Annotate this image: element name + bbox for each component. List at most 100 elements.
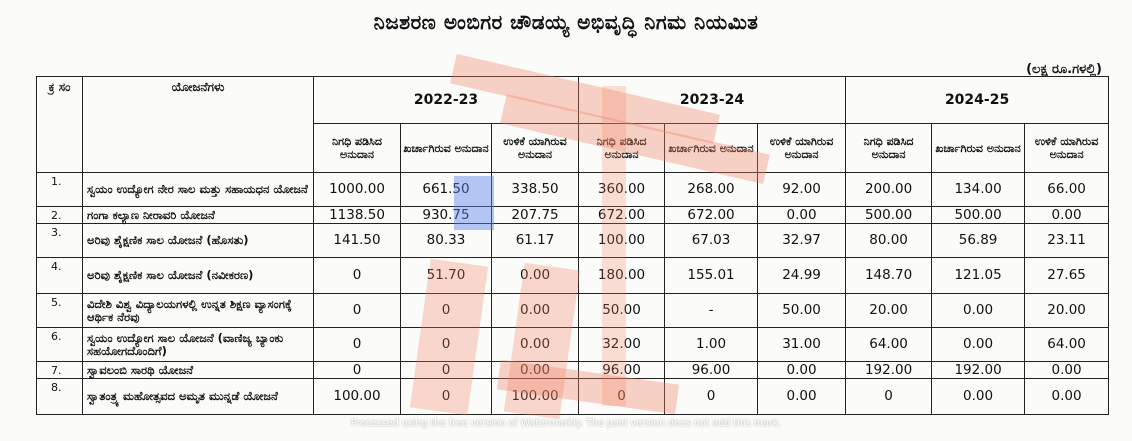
value-cell: 50.00	[578, 293, 666, 328]
value-cell: 1138.50	[313, 206, 401, 224]
value-cell: 338.50	[490, 172, 580, 207]
scheme-cell: ಗಂಗಾ ಕಲ್ಯಾಣ ನೀರಾವರಿ ಯೋಜನೆ	[82, 206, 314, 224]
serial-cell: 2.	[36, 206, 83, 224]
sub-header: ನಿಗಧಿ ಪಡಿಸಿದ ಅನುದಾನ	[578, 123, 666, 173]
value-cell: 0	[400, 293, 492, 328]
table-row: 2. ಗಂಗಾ ಕಲ್ಯಾಣ ನೀರಾವರಿ ಯೋಜನೆ 1138.50 930.75…	[36, 206, 1110, 224]
value-cell: 0	[313, 257, 401, 294]
value-cell: 500.00	[845, 206, 933, 224]
scheme-cell: ಅರಿವು ಶೈಕ್ಷಣಿಕ ಸಾಲ ಯೋಜನೆ (ಹೊಸತು)	[82, 223, 314, 258]
value-cell: 0	[313, 361, 401, 379]
value-cell: 134.00	[931, 172, 1026, 207]
value-cell: 0	[400, 378, 492, 415]
value-cell: 23.11	[1024, 223, 1110, 258]
value-cell: 0	[313, 293, 401, 328]
value-cell: 0.00	[490, 361, 580, 379]
value-cell: 64.00	[845, 327, 933, 362]
value-cell: 0.00	[757, 361, 847, 379]
sub-header: ನಿಗಧಿ ಪಡಿಸಿದ ಅನುದಾನ	[845, 123, 933, 173]
page-title: ನಿಜಶರಣ ಅಂಬಿಗರ ಚೌಡಯ್ಯ ಅಭಿವೃದ್ಧಿ ನಿಗಮ ನಿಯಮ…	[373, 10, 759, 34]
serial-header: ಕ್ರ ಸಂ	[36, 76, 83, 173]
value-cell: 661.50	[400, 172, 492, 207]
value-cell: 50.00	[757, 293, 847, 328]
value-cell: 148.70	[845, 257, 933, 294]
value-cell: 0.00	[1024, 206, 1110, 224]
value-cell: 0	[845, 378, 933, 415]
value-cell: 0.00	[490, 293, 580, 328]
table-row: 6. ಸ್ವಯಂ ಉದ್ಯೋಗ ಸಾಲ ಯೋಜನೆ (ವಾಣಿಜ್ಯ ಬ್ಯಾಂಕ…	[36, 327, 1110, 362]
value-cell: 27.65	[1024, 257, 1110, 294]
value-cell: 200.00	[845, 172, 933, 207]
value-cell: 61.17	[490, 223, 580, 258]
value-cell: 360.00	[578, 172, 666, 207]
serial-cell: 4.	[36, 257, 83, 294]
value-cell: 141.50	[313, 223, 401, 258]
sub-header: ಖರ್ಚಾಗಿರುವ ಅನುದಾನ	[664, 123, 759, 173]
value-cell: 1.00	[664, 327, 759, 362]
value-cell: 0	[664, 378, 759, 415]
value-cell: 92.00	[757, 172, 847, 207]
value-cell: 0.00	[1024, 378, 1110, 415]
table-row: 1. ಸ್ವಯಂ ಉದ್ಯೋಗ ನೇರ ಸಾಲ ಮತ್ತು ಸಹಾಯಧನ ಯೋಜನ…	[36, 172, 1110, 207]
value-cell: 0	[313, 327, 401, 362]
value-cell: 672.00	[664, 206, 759, 224]
value-cell: 0.00	[757, 378, 847, 415]
value-cell: 0.00	[931, 378, 1026, 415]
allocation-table: ಕ್ರ ಸಂ ಯೋಜನೆಗಳು 2022-23 2023-24 2024-25 …	[36, 76, 1110, 415]
value-cell: 0.00	[757, 206, 847, 224]
scheme-cell: ಸ್ವಯಂ ಉದ್ಯೋಗ ಸಾಲ ಯೋಜನೆ (ವಾಣಿಜ್ಯ ಬ್ಯಾಂಕು …	[82, 327, 314, 362]
year-header: 2022-23	[312, 76, 580, 124]
value-cell: 1000.00	[313, 172, 401, 207]
value-cell: 32.97	[757, 223, 847, 258]
value-cell: 500.00	[931, 206, 1026, 224]
watermark-notice: Processed using the free version of Wate…	[350, 418, 782, 429]
value-cell: 67.03	[664, 223, 759, 258]
value-cell: 0.00	[490, 257, 580, 294]
value-cell: 672.00	[578, 206, 666, 224]
serial-cell: 8.	[36, 378, 83, 415]
value-cell: 100.00	[313, 378, 401, 415]
serial-cell: 6.	[36, 327, 83, 362]
value-cell: 56.89	[931, 223, 1026, 258]
serial-cell: 7.	[36, 361, 83, 379]
value-cell: 31.00	[757, 327, 847, 362]
value-cell: 0.00	[931, 327, 1026, 362]
scheme-cell: ಸ್ವಾವಲಂಬಿ ಸಾರಥಿ ಯೋಜನೆ	[82, 361, 314, 379]
sub-header: ನಿಗಧಿ ಪಡಿಸಿದ ಅನುದಾನ	[313, 123, 401, 173]
sub-header: ಖರ್ಚಾಗಿರುವ ಅನುದಾನ	[400, 123, 492, 173]
scheme-cell: ವಿದೇಶಿ ವಿಶ್ವ ವಿದ್ಯಾಲಯಗಳಲ್ಲಿ ಉನ್ನತ ಶಿಕ್ಷಣ…	[82, 293, 314, 328]
value-cell: 0.00	[490, 327, 580, 362]
value-cell: 96.00	[664, 361, 759, 379]
unit-note: (ಲಕ್ಷ ರೂ.ಗಳಲ್ಲಿ)	[1026, 62, 1102, 77]
value-cell: 0.00	[931, 293, 1026, 328]
value-cell: 100.00	[578, 223, 666, 258]
serial-cell: 3.	[36, 223, 83, 258]
value-cell: 0.00	[1024, 361, 1110, 379]
value-cell: 96.00	[578, 361, 666, 379]
value-cell: 155.01	[664, 257, 759, 294]
value-cell: 0	[400, 327, 492, 362]
value-cell: 180.00	[578, 257, 666, 294]
value-cell: 0	[400, 361, 492, 379]
year-header: 2023-24	[578, 76, 847, 124]
year-header: 2024-25	[845, 76, 1110, 124]
sub-header: ಖರ್ಚಾಗಿರುವ ಅನುದಾನ	[931, 123, 1026, 173]
scheme-cell: ಅರಿವು ಶೈಕ್ಷಣಿಕ ಸಾಲ ಯೋಜನೆ (ನವೀಕರಣ)	[82, 257, 314, 294]
serial-cell: 1.	[36, 172, 83, 207]
value-cell: 207.75	[490, 206, 580, 224]
table-row: 7. ಸ್ವಾವಲಂಬಿ ಸಾರಥಿ ಯೋಜನೆ 0 0 0.00 96.00 96.00 0…	[36, 361, 1110, 379]
value-cell: 192.00	[931, 361, 1026, 379]
sub-header: ಉಳಿಕೆ ಯಾಗಿರುವ ಅನುದಾನ	[1024, 123, 1110, 173]
value-cell: 51.70	[400, 257, 492, 294]
value-cell: 80.00	[845, 223, 933, 258]
value-cell: 192.00	[845, 361, 933, 379]
sub-header: ಉಳಿಕೆ ಯಾಗಿರುವ ಅನುದಾನ	[757, 123, 847, 173]
scheme-cell: ಸ್ವಯಂ ಉದ್ಯೋಗ ನೇರ ಸಾಲ ಮತ್ತು ಸಹಾಯಧನ ಯೋಜನೆ	[82, 172, 314, 207]
value-cell: 66.00	[1024, 172, 1110, 207]
table-row: 5. ವಿದೇಶಿ ವಿಶ್ವ ವಿದ್ಯಾಲಯಗಳಲ್ಲಿ ಉನ್ನತ ಶಿಕ್…	[36, 293, 1110, 328]
value-cell: 268.00	[664, 172, 759, 207]
serial-cell: 5.	[36, 293, 83, 328]
scheme-cell: ಸ್ವಾತಂತ್ರ್ಯ ಮಹೋತ್ಸವದ ಅಮೃತ ಮುನ್ನಡೆ ಯೋಜನೆ	[82, 378, 314, 415]
value-cell: 64.00	[1024, 327, 1110, 362]
scheme-header: ಯೋಜನೆಗಳು	[82, 76, 314, 173]
